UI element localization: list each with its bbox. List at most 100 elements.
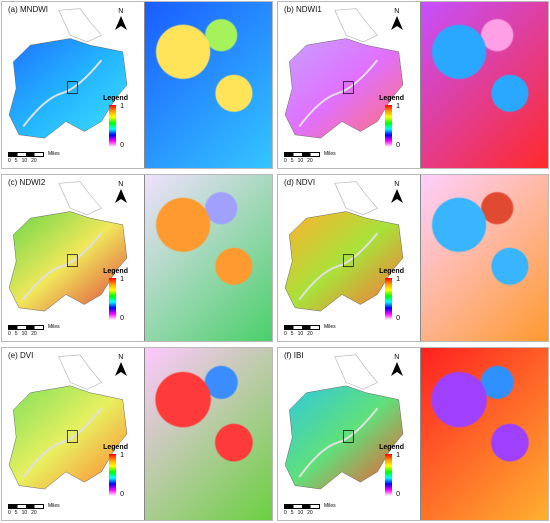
north-arrow-icon: N: [113, 8, 129, 32]
arrow-icon: [114, 16, 127, 30]
zoom-inset: [144, 2, 272, 168]
river: [22, 232, 103, 301]
scale-unit: Miles: [324, 151, 336, 157]
zoom-extent-box: [66, 81, 78, 95]
arrow-icon: [390, 189, 403, 203]
scale-unit: Miles: [48, 503, 60, 509]
scale-tick: 0: [8, 158, 11, 164]
zoom-extent-box: [342, 81, 354, 95]
arrow-icon: [390, 16, 403, 30]
region-outline: [58, 181, 102, 216]
legend-max: 1: [396, 275, 400, 283]
panel-title: (d) NDVI: [284, 178, 316, 187]
zoom-inset: [144, 348, 272, 520]
arrow-icon: [114, 189, 127, 203]
arrow-icon: [114, 362, 127, 376]
scale-bar: Miles 0 5 10 20: [284, 151, 336, 164]
scale-tick: 5: [14, 510, 18, 516]
scale-tick: 20: [307, 331, 313, 337]
legend-max: 1: [396, 452, 400, 460]
color-ramp: [385, 454, 393, 497]
scale-tick: 0: [284, 331, 287, 337]
color-ramp: [385, 104, 393, 147]
river: [298, 59, 379, 128]
panel-a: (a) MNDWI N Legend 1 0 Miles 0 5 10 20: [1, 1, 273, 169]
scale-unit: Miles: [48, 324, 60, 330]
legend-min: 0: [120, 491, 124, 499]
legend-max: 1: [120, 275, 124, 283]
panel-title: (a) MNDWI: [8, 5, 48, 14]
scale-tick: 5: [290, 331, 294, 337]
scale-tick: 10: [21, 331, 28, 337]
legend-title: Legend: [379, 94, 404, 102]
scale-bar: Miles 0 5 10 20: [8, 151, 60, 164]
zoom-inset: [420, 348, 548, 520]
color-ramp: [109, 454, 117, 497]
north-label: N: [118, 8, 124, 15]
north-label: N: [118, 354, 124, 361]
panel-d: (d) NDVI N Legend 1 0 Miles 0 5 10 20: [277, 174, 549, 342]
region-outline: [58, 8, 102, 43]
scale-unit: Miles: [324, 324, 336, 330]
scale-tick: 0: [284, 510, 287, 516]
legend-min: 0: [396, 141, 400, 149]
zoom-inset: [420, 2, 548, 168]
scale-tick: 0: [284, 158, 287, 164]
scale-tick: 10: [297, 510, 304, 516]
scale-graphic: [284, 152, 320, 157]
panel-title: (e) DVI: [8, 351, 34, 360]
scale-tick: 20: [31, 158, 37, 164]
region-outline: [334, 181, 378, 216]
legend-min: 0: [120, 314, 124, 322]
north-arrow-icon: N: [113, 181, 129, 205]
color-ramp: [109, 104, 117, 147]
north-arrow-icon: N: [389, 354, 405, 378]
zoom-extent-box: [66, 254, 78, 268]
index-map: [8, 8, 128, 139]
scale-bar: Miles 0 5 10 20: [284, 503, 336, 516]
north-arrow-icon: N: [113, 354, 129, 378]
region-outline: [334, 8, 378, 43]
scale-tick: 10: [297, 158, 304, 164]
legend-title: Legend: [379, 444, 404, 452]
scale-graphic: [8, 152, 44, 157]
north-arrow-icon: N: [389, 181, 405, 205]
scale-graphic: [8, 504, 44, 509]
region-outline: [58, 354, 102, 390]
scale-unit: Miles: [48, 151, 60, 157]
scale-tick: 5: [290, 158, 294, 164]
region-outline: [334, 354, 378, 390]
zoom-inset: [144, 175, 272, 341]
zoom-extent-box: [66, 430, 78, 443]
scale-tick: 10: [21, 510, 28, 516]
panel-title: (f) IBI: [284, 351, 304, 360]
legend-min: 0: [120, 141, 124, 149]
scale-graphic: [8, 325, 44, 330]
river: [298, 232, 379, 301]
panel-c: (c) NDWI2 N Legend 1 0 Miles 0 5 10 20: [1, 174, 273, 342]
scale-bar: Miles 0 5 10 20: [8, 503, 60, 516]
arrow-icon: [390, 362, 403, 376]
zoom-extent-box: [342, 254, 354, 268]
zoom-inset: [420, 175, 548, 341]
legend-max: 1: [120, 452, 124, 460]
panel-title: (c) NDWI2: [8, 178, 46, 187]
north-label: N: [394, 354, 400, 361]
scale-unit: Miles: [324, 503, 336, 509]
scale-tick: 0: [8, 510, 11, 516]
scale-tick: 20: [307, 158, 313, 164]
scale-tick: 20: [31, 510, 37, 516]
legend-title: Legend: [103, 267, 128, 275]
river: [298, 407, 379, 478]
north-label: N: [118, 181, 124, 188]
legend-title: Legend: [103, 94, 128, 102]
north-label: N: [394, 8, 400, 15]
scale-tick: 20: [31, 331, 37, 337]
scale-bar: Miles 0 5 10 20: [8, 324, 60, 337]
scale-tick: 5: [14, 331, 18, 337]
panel-f: (f) IBI N Legend 1 0 Miles 0 5 10 20: [277, 347, 549, 521]
color-ramp: [109, 277, 117, 320]
index-map: [8, 181, 128, 312]
north-label: N: [394, 181, 400, 188]
north-arrow-icon: N: [389, 8, 405, 32]
